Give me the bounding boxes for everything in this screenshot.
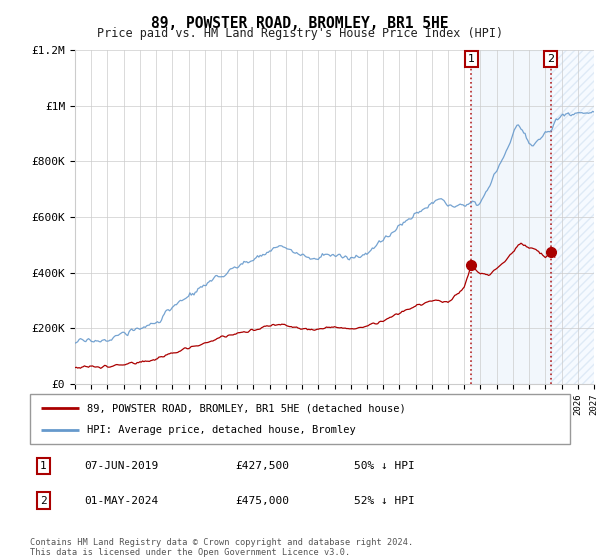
Text: 89, POWSTER ROAD, BROMLEY, BR1 5HE: 89, POWSTER ROAD, BROMLEY, BR1 5HE [151,16,449,31]
Text: 52% ↓ HPI: 52% ↓ HPI [354,496,415,506]
Bar [551,50,594,384]
Text: 01-MAY-2024: 01-MAY-2024 [84,496,158,506]
Text: 89, POWSTER ROAD, BROMLEY, BR1 5HE (detached house): 89, POWSTER ROAD, BROMLEY, BR1 5HE (deta… [86,403,406,413]
Text: 50% ↓ HPI: 50% ↓ HPI [354,461,415,471]
Text: £427,500: £427,500 [235,461,289,471]
Bar [472,50,551,384]
Text: Price paid vs. HM Land Registry's House Price Index (HPI): Price paid vs. HM Land Registry's House … [97,27,503,40]
Text: 2: 2 [547,54,554,64]
Text: Contains HM Land Registry data © Crown copyright and database right 2024.
This d: Contains HM Land Registry data © Crown c… [30,538,413,557]
Text: 1: 1 [40,461,47,471]
FancyBboxPatch shape [30,394,570,444]
Text: 07-JUN-2019: 07-JUN-2019 [84,461,158,471]
Text: HPI: Average price, detached house, Bromley: HPI: Average price, detached house, Brom… [86,425,355,435]
Text: 1: 1 [468,54,475,64]
Text: £475,000: £475,000 [235,496,289,506]
Text: 2: 2 [40,496,47,506]
